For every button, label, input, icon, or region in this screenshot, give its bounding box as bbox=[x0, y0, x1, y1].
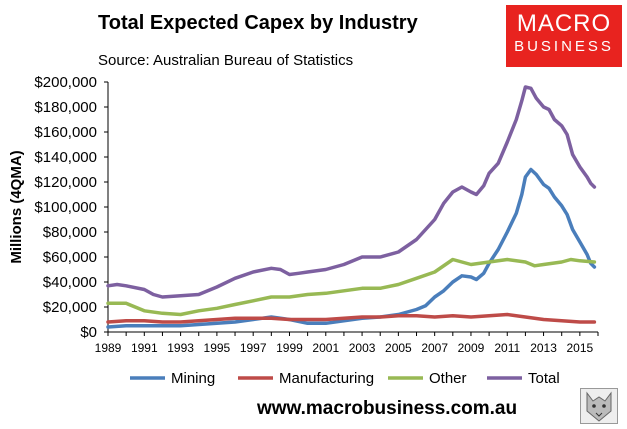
x-tick-label: 2003 bbox=[349, 341, 376, 355]
y-tick-label: $20,000 bbox=[43, 299, 97, 316]
x-tick-label: 1997 bbox=[240, 341, 267, 355]
wolf-mascot-icon bbox=[580, 388, 618, 424]
x-tick-label: 1991 bbox=[131, 341, 158, 355]
x-axis: 1989 1991 1993 1995 1997 1999 2001 2003 2005 2007… bbox=[95, 331, 599, 355]
legend-label-mining: Mining bbox=[171, 370, 215, 387]
chart-subtitle: Source: Australian Bureau of Statistics bbox=[98, 52, 354, 69]
legend: Mining Manufacturing Other Total bbox=[130, 370, 560, 387]
y-tick-label: $160,000 bbox=[34, 124, 97, 141]
y-axis-title-group: Millions (4QMA) bbox=[8, 150, 25, 263]
x-tick-label: 2005 bbox=[385, 341, 412, 355]
series-line-other bbox=[106, 257, 597, 317]
series-group bbox=[106, 85, 597, 329]
legend-label-other: Other bbox=[429, 370, 467, 387]
series-line-total bbox=[106, 85, 597, 299]
x-tick-label: 2001 bbox=[312, 341, 339, 355]
x-tick-label: 1999 bbox=[276, 341, 303, 355]
website-url[interactable]: www.macrobusiness.com.au bbox=[257, 398, 518, 419]
y-tick-label: $80,000 bbox=[43, 224, 97, 241]
y-axis: $0 $20,000 $40,000 $60,000 $80,000 $100,000 $1… bbox=[34, 74, 109, 341]
x-tick-label: 2011 bbox=[494, 341, 520, 355]
series-line-mining bbox=[106, 167, 597, 329]
chart-title: Total Expected Capex by Industry bbox=[98, 12, 418, 34]
y-tick-label: $140,000 bbox=[34, 149, 97, 166]
y-tick-label: $60,000 bbox=[43, 249, 97, 266]
y-tick-label: $100,000 bbox=[34, 199, 97, 216]
logo-line-1: MACRO bbox=[516, 10, 612, 37]
logo-line-2: BUSINESS bbox=[514, 38, 614, 55]
y-axis-title: Millions (4QMA) bbox=[8, 150, 25, 263]
x-tick-label: 2009 bbox=[458, 341, 485, 355]
x-tick-label: 2007 bbox=[421, 341, 448, 355]
x-tick-label: 1995 bbox=[204, 341, 231, 355]
y-tick-label: $180,000 bbox=[34, 99, 97, 116]
y-tick-label: $0 bbox=[80, 324, 97, 341]
y-tick-label: $40,000 bbox=[43, 274, 97, 291]
legend-label-total: Total bbox=[528, 370, 560, 387]
x-tick-label: 2013 bbox=[530, 341, 557, 355]
y-tick-label: $120,000 bbox=[34, 174, 97, 191]
series-line-manufacturing bbox=[106, 312, 597, 324]
x-tick-label: 1989 bbox=[95, 341, 122, 355]
x-tick-label: 1993 bbox=[167, 341, 194, 355]
macrobusiness-logo[interactable]: MACRO BUSINESS bbox=[506, 5, 622, 67]
legend-label-manufacturing: Manufacturing bbox=[279, 370, 374, 387]
x-tick-label: 2015 bbox=[567, 341, 594, 355]
y-tick-label: $200,000 bbox=[34, 74, 97, 91]
